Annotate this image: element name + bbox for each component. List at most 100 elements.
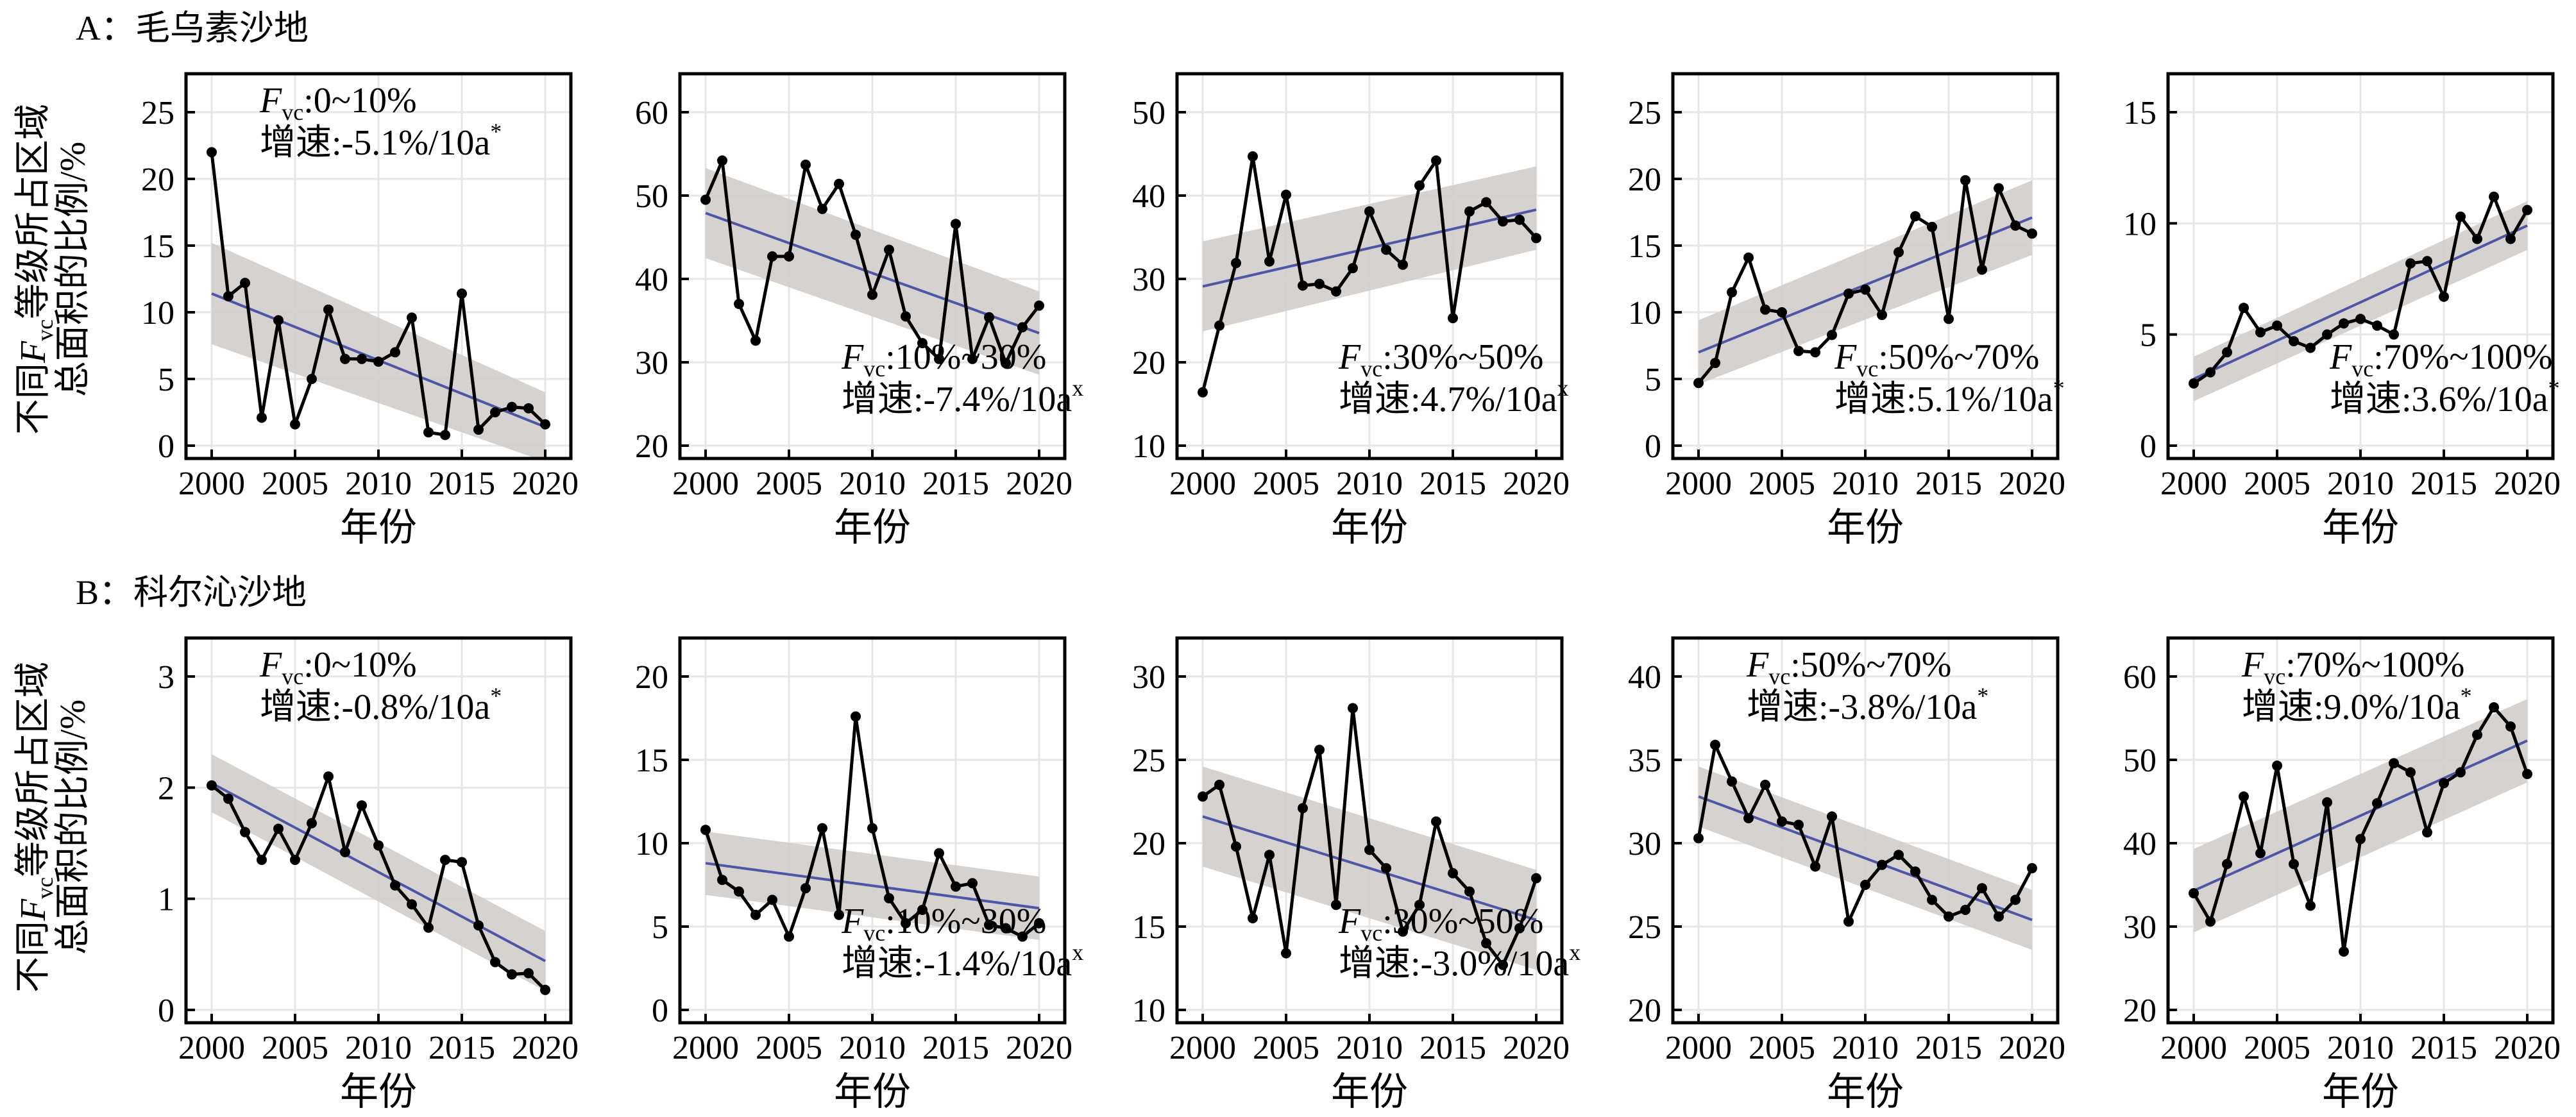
data-point [1231,841,1241,852]
panel-a-3: 2000 2005 2010 2015 2020 10 20 30 40 50 年份 Fvc:30%~… [1132,72,1570,549]
data-point [1710,739,1720,750]
data-point [1001,923,1011,934]
data-point [1860,284,1870,295]
y-tick-label: 5 [158,362,174,398]
data-point [2389,329,2399,340]
data-point [2189,888,2199,898]
data-point [1777,307,1787,317]
data-point [1793,346,1804,357]
x-tick-label: 2010 [1832,1030,1899,1066]
data-point [1498,216,1508,227]
data-point [984,920,994,930]
x-tick-label: 2015 [1419,466,1486,502]
data-point [2422,256,2432,267]
data-point [767,251,777,262]
y-tick-label: 25 [1132,743,1165,779]
data-point [867,823,877,834]
data-point [1231,258,1241,269]
x-tick-label: 2005 [1749,466,1815,502]
y-axis-label-row-b: 不同Fvc等级所占区域 总面积的比例/% [13,662,93,993]
data-point [2322,329,2332,340]
y-tick-label: 2 [158,770,174,807]
annotation-growth-rate: 增速:9.0%/10a* [2242,683,2472,727]
data-point [2489,191,2499,202]
x-tick-label: 2020 [1999,466,2065,502]
data-point [473,424,484,435]
data-point [1448,313,1458,324]
data-point [1514,214,1525,225]
data-point [784,931,794,942]
data-point [2455,767,2466,778]
data-point [834,178,844,189]
y-tick-label: 5 [2140,317,2157,354]
x-tick-label: 2005 [2244,1030,2310,1066]
grid-lines [186,74,571,458]
data-point [1214,780,1224,790]
y-tick-label: 60 [2123,659,2157,696]
data-point [540,984,550,995]
data-point [257,855,267,865]
trend-group [2193,201,2528,401]
data-point [240,827,250,837]
data-point [1877,859,1887,870]
annotation: Fvc:10%~30%增速:-7.4%/10ax [841,337,1083,419]
data-point [390,347,400,358]
y-tick-label: 10 [1132,993,1165,1029]
x-tick-label: 2010 [1832,466,1899,502]
data-point [2272,320,2282,331]
data-point [273,823,284,834]
x-axis-label: 年份 [834,1071,911,1113]
annotation-class-label: Fvc:30%~50% [1338,902,1543,946]
trend-line [2193,739,2528,892]
data-point [1894,850,1904,861]
x-tick-label: 2005 [1253,1030,1319,1066]
data-point [2305,900,2316,911]
y-tick-label: 0 [158,428,174,465]
data-point [1348,703,1358,714]
data-point [390,880,400,891]
data-point [1314,278,1325,289]
data-point [1017,322,1028,333]
x-tick-label: 2000 [672,1030,739,1066]
annotation: Fvc:10%~30%增速:-1.4%/10ax [841,902,1083,984]
data-point [2522,769,2532,780]
y-axis-label-row-a: 不同Fvc等级所占区域 总面积的比例/% [13,104,93,435]
data-point [2027,228,2037,239]
annotation: Fvc:30%~50%增速:4.7%/10ax [1338,337,1569,419]
x-tick-label: 2015 [2411,1030,2477,1066]
data-point [1298,280,1308,291]
x-tick-label: 2020 [2494,1030,2561,1066]
confidence-band [1699,180,2032,385]
data-point [2205,916,2216,927]
data-point [1381,863,1391,873]
data-point [734,886,744,897]
annotation-class-label: Fvc:50%~70% [1746,645,1951,689]
y-axis-label-line2: 总面积的比例/% [53,142,93,397]
panel-a-4: 2000 2005 2010 2015 2020 0 5 10 15 20 25 年份 Fvc:50%~… [1628,72,2065,549]
x-tick-label: 2010 [345,1030,412,1066]
annotation-growth-rate: 增速:-7.4%/10ax [842,375,1083,419]
data-point [917,905,928,915]
data-point [1743,813,1754,823]
data-point [851,230,861,240]
y-tick-label: 15 [1628,228,1661,265]
trend-line [705,862,1040,910]
x-tick-label: 2020 [512,466,579,502]
annotation-class-label: Fvc:0~10% [259,645,417,689]
data-point [934,353,944,364]
x-tick-label: 2000 [1665,1030,1732,1066]
data-point [290,419,300,430]
data-point [2339,946,2349,957]
data-point [1364,844,1375,855]
data-point [1693,378,1704,389]
y-tick-label: 20 [1132,826,1165,862]
data-point [373,356,384,367]
data-point [1464,206,1475,217]
data-point [1827,811,1837,822]
data-point [540,419,550,430]
data-point [1264,256,1275,267]
x-tick-label: 2010 [2327,1030,2394,1066]
trend-group [2193,699,2528,933]
data-point [984,312,994,323]
x-tick-label: 2015 [2411,466,2477,502]
